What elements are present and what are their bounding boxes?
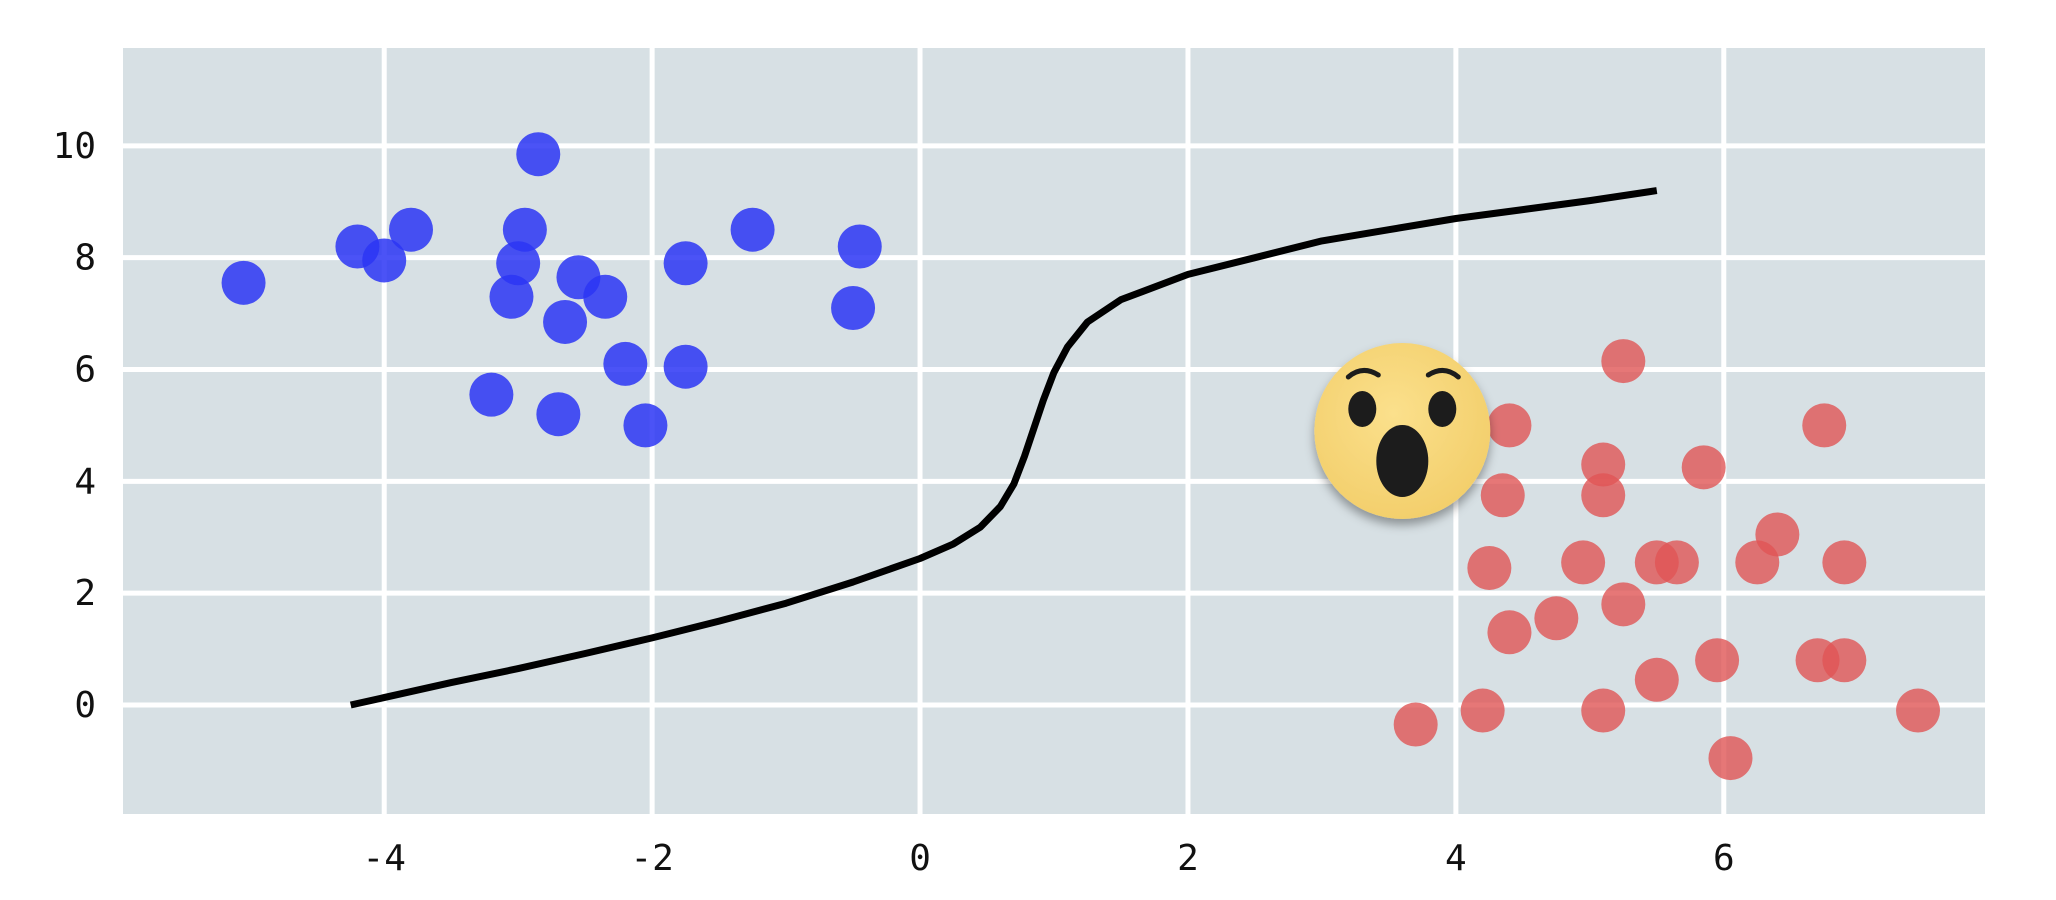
x-tick-label: 4 <box>1445 838 1467 879</box>
y-tick-label: 8 <box>74 238 96 279</box>
blue-scatter-point <box>603 341 648 386</box>
points-layer <box>221 132 1941 781</box>
red-scatter-point <box>1822 540 1867 585</box>
decision-curve <box>349 187 1658 709</box>
emoji-right-eye <box>1428 391 1457 427</box>
emoji-mouth <box>1376 425 1429 497</box>
blue-scatter-point <box>536 392 581 437</box>
y-tick-label: 0 <box>74 685 96 726</box>
red-scatter-point <box>1695 638 1740 683</box>
blue-scatter-point <box>516 132 561 177</box>
x-tick-label: -4 <box>363 838 406 879</box>
red-scatter-point <box>1480 473 1525 518</box>
red-scatter-point <box>1601 582 1646 627</box>
red-scatter-point <box>1822 638 1867 683</box>
blue-scatter-point <box>502 207 547 252</box>
emoji-left-eye <box>1348 391 1377 427</box>
curve-layer <box>349 187 1658 709</box>
red-scatter-point <box>1487 610 1532 655</box>
blue-scatter-point <box>221 260 266 305</box>
blue-scatter-point <box>543 299 588 344</box>
x-tick-label: -2 <box>630 838 673 879</box>
blue-scatter-point <box>837 224 882 269</box>
red-scatter-point <box>1561 540 1606 585</box>
red-scatter-point <box>1460 688 1505 733</box>
red-scatter-point <box>1467 545 1512 590</box>
red-scatter-point <box>1534 596 1579 641</box>
y-tick-label: 10 <box>53 126 96 167</box>
red-scatter-point <box>1708 736 1753 781</box>
blue-scatter-point <box>389 207 434 252</box>
blue-scatter-point <box>583 274 628 319</box>
surprised-face-icon <box>1314 343 1491 519</box>
red-scatter-point <box>1601 339 1646 384</box>
red-scatter-point <box>1896 688 1941 733</box>
y-tick-label: 2 <box>74 573 96 614</box>
blue-scatter-point <box>496 241 541 286</box>
red-scatter-point <box>1654 540 1699 585</box>
red-scatter-point <box>1581 473 1626 518</box>
red-scatter-point <box>1634 657 1679 702</box>
emoji-right-brow <box>1425 368 1461 380</box>
blue-scatter-point <box>663 344 708 389</box>
blue-scatter-point <box>469 372 514 417</box>
blue-scatter-point <box>362 238 407 283</box>
x-tick-label: 0 <box>909 838 931 879</box>
x-tick-label: 2 <box>1177 838 1199 879</box>
blue-scatter-point <box>831 285 876 330</box>
blue-scatter-point <box>623 403 668 448</box>
plot-area <box>123 48 1985 814</box>
red-scatter-point <box>1581 442 1626 487</box>
y-tick-label: 4 <box>74 461 96 502</box>
red-scatter-point <box>1581 688 1626 733</box>
red-scatter-point <box>1487 403 1532 448</box>
red-scatter-point <box>1681 445 1726 490</box>
emoji-left-brow <box>1345 368 1381 380</box>
y-axis-ticks: 0 2 4 6 8 10 <box>53 126 96 726</box>
red-scatter-point <box>1735 540 1780 585</box>
blue-scatter-point <box>663 241 708 286</box>
y-tick-label: 6 <box>74 349 96 390</box>
blue-scatter-point <box>489 274 534 319</box>
red-scatter-point <box>1393 702 1438 747</box>
x-axis-ticks: -4 -2 0 2 4 6 <box>363 838 1735 879</box>
blue-scatter-point <box>730 207 775 252</box>
x-tick-label: 6 <box>1713 838 1735 879</box>
red-scatter-point <box>1802 403 1847 448</box>
